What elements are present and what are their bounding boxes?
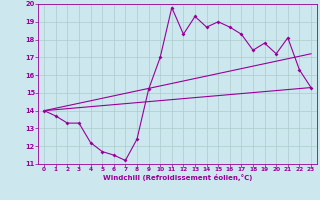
- X-axis label: Windchill (Refroidissement éolien,°C): Windchill (Refroidissement éolien,°C): [103, 174, 252, 181]
